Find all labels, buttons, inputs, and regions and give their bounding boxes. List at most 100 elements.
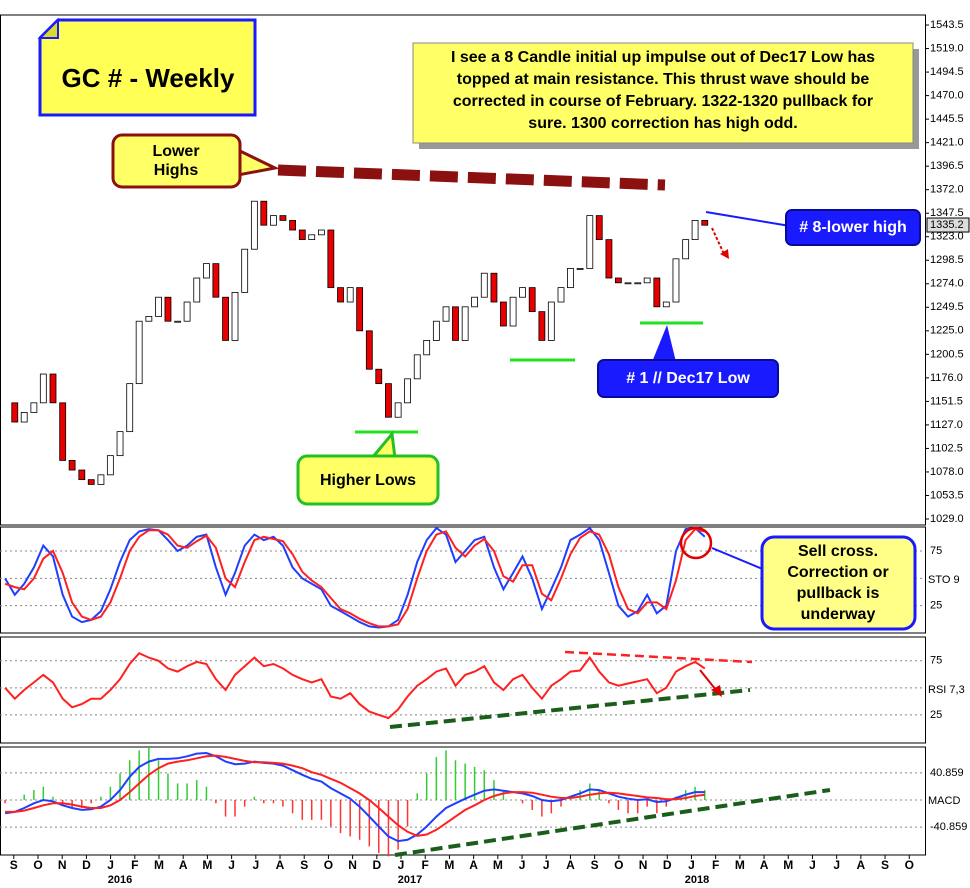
y-tick-label: 1225.0 [930,325,964,337]
candle [653,277,661,308]
candle [595,215,603,241]
candle [222,296,229,341]
callout-text: Correction or [787,564,888,581]
y-tick-label: 1323.0 [930,231,964,243]
x-tick-label: A [179,858,188,872]
x-tick-label: J [519,858,526,872]
x-tick-label: M [202,858,212,872]
candle [701,220,709,226]
candle [20,412,28,423]
y-tick-label: 1029.0 [930,513,964,525]
candle [672,258,680,303]
x-tick-label: F [712,858,719,872]
callout-tail [652,325,676,362]
candle [682,239,690,260]
cross-circle [679,526,713,560]
dec17-box [597,359,779,398]
candle [385,383,392,418]
candle [59,402,67,461]
callout-text: underway [801,606,876,623]
y-tick-label: 1127.0 [930,419,963,431]
candle [250,200,258,250]
indicator-line [4,651,706,720]
x-tick-label: J [809,858,816,872]
x-tick-label: D [663,858,672,872]
chart-title: GC # - Weekly [62,63,235,93]
candle [279,215,287,221]
candle [490,272,498,303]
candle [605,239,613,279]
candle [538,311,546,341]
x-tick-label: J [833,858,840,872]
pointer [711,547,766,571]
y-tick-label: 40.859 [930,767,964,779]
candle [11,402,19,423]
x-tick-label: A [469,858,478,872]
x-tick-label: J [252,858,259,872]
comment-line: I see a 8 Candle initial up impulse out … [451,49,875,66]
candle [519,287,526,298]
candle [49,373,57,404]
candle [308,234,316,241]
support-trend [394,788,831,857]
callout-text: # 8-lower high [799,219,907,236]
x-tick-label: S [300,858,308,872]
x-tick-label: F [422,858,429,872]
candle [461,306,469,341]
candle [586,215,594,269]
x-tick-label: J [107,858,114,872]
candle [135,320,143,385]
candle [624,282,632,285]
y-tick-label: 1372.0 [930,184,964,196]
higher-lows-box [296,454,440,506]
x-tick-label: S [10,858,18,872]
x-tick-label: M [735,858,745,872]
candle [643,277,651,284]
candle [87,479,95,485]
x-tick-label: F [131,858,138,872]
indicator-line [4,528,706,628]
support-trend [389,688,751,729]
candle [260,200,268,226]
y-tick-label: 1200.5 [930,348,964,360]
y-tick-label: 1274.0 [930,278,964,290]
arrow-head [711,685,722,697]
y-tick-label: 1494.5 [930,66,964,78]
callout-text: # 1 // Dec17 Low [626,370,750,387]
panel-label: STO 9 [928,574,960,586]
y-tick-label: 1298.5 [930,254,964,266]
candle [241,248,249,293]
x-tick-label: M [493,858,503,872]
y-tick-label: 1445.5 [930,113,964,125]
arrow-head [720,249,729,259]
x-tick-label: A [857,858,866,872]
candle [203,263,210,279]
y-tick-label: 1176.0 [930,372,963,384]
x-tick-label: O [324,858,333,872]
annotations: GC # - Weekly I see a 8 Candle initial u… [37,17,921,857]
x-tick-label: O [614,858,623,872]
last-price-box [926,217,970,233]
candle [193,277,201,303]
x-tick-label: J [688,858,695,872]
candle [423,340,431,356]
candle [346,287,354,303]
candle [691,220,699,241]
lower-highs-box [111,133,242,189]
lower-high-box [785,209,921,246]
candle [289,220,297,231]
x-tick-label: D [82,858,91,872]
candle [183,301,191,322]
x-tick-label: A [760,858,769,872]
y-tick-label: 1249.5 [930,301,964,313]
y-tick-label: 1102.5 [930,442,963,454]
y-tick-label: 75 [930,655,942,667]
x-tick-label: J [228,858,235,872]
candle [97,474,105,485]
comment-box [412,42,914,144]
y-tick-label: 1421.0 [930,137,964,149]
panel-label: MACD [928,795,960,807]
y-tick-label: 25 [930,600,942,612]
indicator-line [4,526,706,629]
x-tick-label: N [639,858,648,872]
